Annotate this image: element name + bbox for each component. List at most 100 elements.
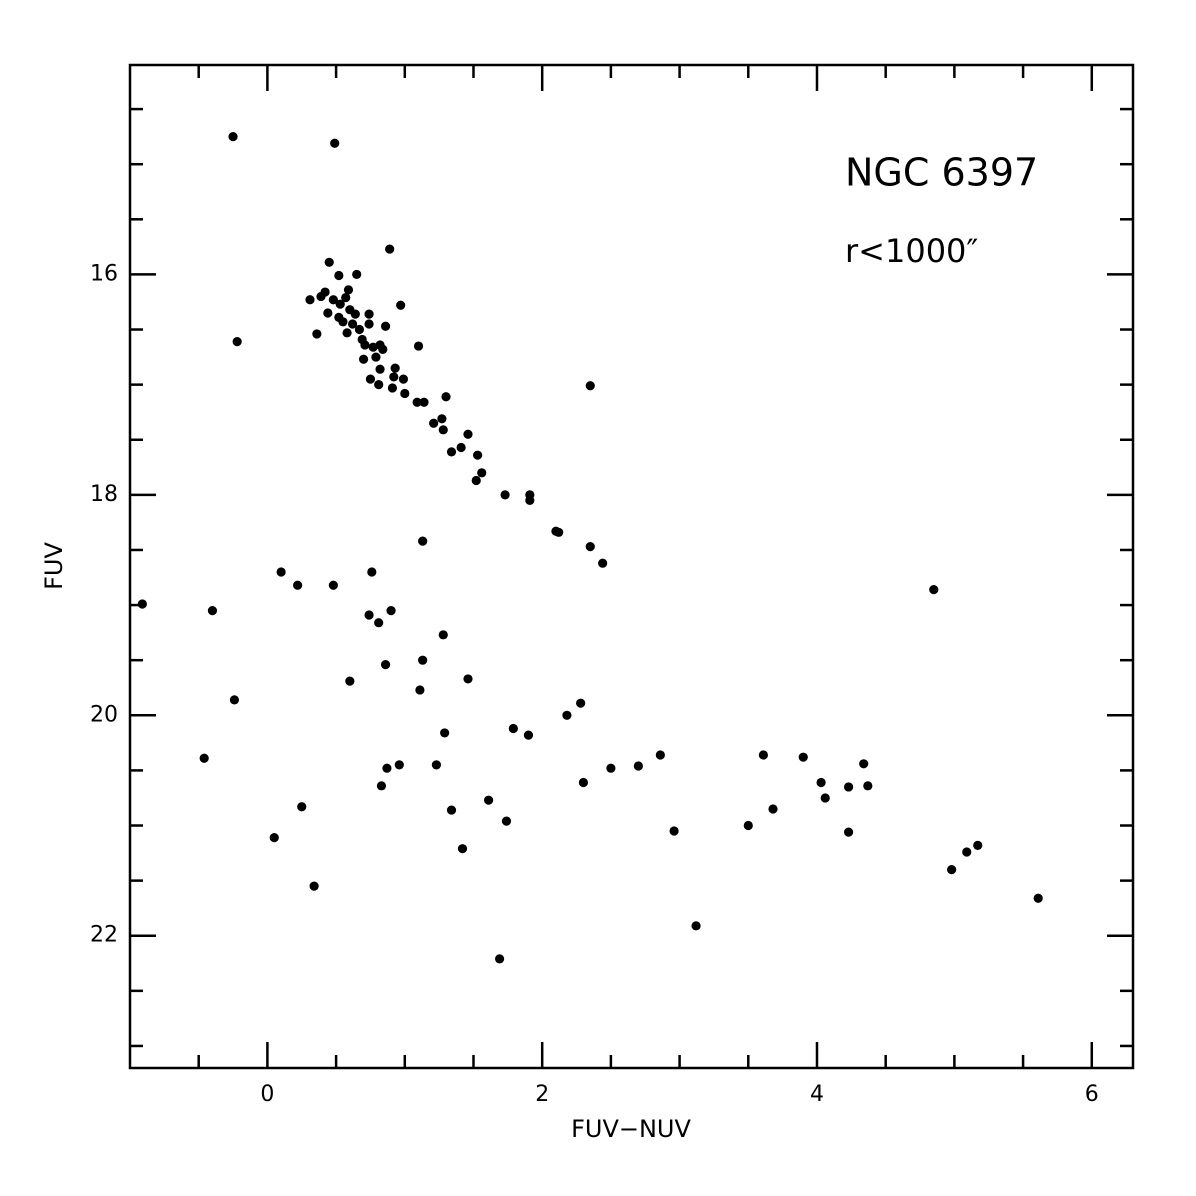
data-point bbox=[606, 763, 616, 773]
data-point bbox=[376, 781, 387, 791]
y-tick-label: 22 bbox=[90, 923, 118, 948]
data-point bbox=[347, 319, 358, 329]
data-point bbox=[338, 317, 348, 327]
data-point bbox=[324, 257, 334, 267]
data-point bbox=[343, 285, 354, 295]
data-point bbox=[320, 287, 330, 297]
data-point bbox=[305, 295, 315, 305]
data-point bbox=[929, 585, 939, 595]
data-point bbox=[585, 381, 595, 391]
data-point bbox=[429, 418, 439, 428]
data-point bbox=[473, 450, 483, 460]
data-point bbox=[438, 630, 448, 640]
data-point bbox=[669, 826, 679, 836]
data-point bbox=[269, 833, 279, 843]
data-point bbox=[633, 761, 643, 771]
data-point bbox=[758, 750, 769, 760]
data-point bbox=[463, 674, 473, 684]
data-point bbox=[500, 490, 510, 500]
x-tick-label: 4 bbox=[810, 1082, 824, 1107]
data-point bbox=[354, 324, 365, 335]
data-point bbox=[446, 447, 457, 457]
data-point bbox=[431, 760, 441, 770]
data-point bbox=[843, 782, 854, 792]
data-point bbox=[375, 364, 385, 374]
data-point bbox=[360, 340, 370, 350]
data-point bbox=[398, 374, 409, 384]
data-point bbox=[576, 698, 586, 708]
data-point bbox=[438, 425, 448, 435]
data-point bbox=[297, 802, 307, 812]
data-point bbox=[477, 468, 487, 478]
data-point bbox=[863, 781, 873, 791]
data-point bbox=[743, 820, 753, 831]
data-point bbox=[816, 777, 826, 788]
data-point bbox=[400, 388, 410, 399]
data-point bbox=[380, 659, 391, 670]
data-point bbox=[578, 777, 589, 788]
data-point bbox=[562, 710, 572, 720]
data-point bbox=[323, 308, 333, 318]
data-point bbox=[309, 881, 319, 891]
data-point bbox=[437, 414, 447, 424]
data-point bbox=[229, 695, 240, 705]
data-point bbox=[293, 580, 303, 590]
data-point bbox=[364, 319, 374, 329]
data-point bbox=[334, 270, 344, 281]
data-point bbox=[585, 542, 595, 552]
data-point bbox=[457, 844, 468, 854]
data-point bbox=[358, 354, 369, 364]
y-axis-label: FUV bbox=[40, 542, 68, 590]
data-point bbox=[365, 374, 376, 384]
data-point bbox=[419, 397, 429, 407]
x-axis-label: FUV−NUV bbox=[571, 1115, 691, 1143]
y-tick-label: 16 bbox=[90, 261, 118, 286]
x-tick-label: 0 bbox=[260, 1082, 274, 1107]
data-point bbox=[655, 750, 665, 760]
data-point bbox=[342, 328, 352, 338]
data-point bbox=[199, 753, 209, 763]
data-point bbox=[341, 292, 351, 303]
data-point bbox=[456, 442, 466, 453]
data-point bbox=[691, 921, 701, 931]
plot-frame bbox=[128, 63, 1135, 1070]
data-point bbox=[374, 380, 384, 390]
data-point bbox=[328, 580, 338, 590]
data-point bbox=[446, 805, 457, 815]
data-point bbox=[859, 759, 869, 769]
data-point bbox=[413, 341, 424, 351]
x-tick-label: 6 bbox=[1085, 1082, 1099, 1107]
data-point bbox=[843, 827, 854, 837]
data-point bbox=[385, 244, 395, 254]
data-point bbox=[382, 763, 392, 773]
data-point bbox=[471, 475, 481, 486]
data-point bbox=[973, 840, 983, 850]
data-point bbox=[378, 344, 388, 354]
data-point bbox=[598, 558, 608, 568]
data-point bbox=[389, 372, 399, 382]
data-point bbox=[374, 618, 384, 628]
data-point bbox=[364, 610, 374, 620]
data-point bbox=[367, 567, 377, 577]
chart-subtitle: r<1000″ bbox=[845, 232, 978, 270]
data-point bbox=[962, 847, 972, 857]
data-point bbox=[330, 138, 340, 148]
data-point bbox=[328, 295, 338, 305]
data-point bbox=[415, 685, 425, 695]
data-point bbox=[798, 752, 808, 762]
data-point bbox=[1033, 893, 1043, 903]
data-point bbox=[380, 321, 391, 331]
data-point bbox=[947, 865, 957, 875]
data-point bbox=[463, 429, 473, 439]
data-point bbox=[525, 495, 535, 505]
data-point bbox=[350, 309, 360, 319]
data-point bbox=[207, 605, 218, 616]
data-point bbox=[523, 730, 534, 740]
y-tick-label: 20 bbox=[90, 702, 118, 727]
data-point bbox=[371, 352, 381, 362]
data-point bbox=[418, 655, 428, 665]
data-point bbox=[394, 760, 404, 770]
data-point bbox=[768, 804, 778, 814]
data-point bbox=[345, 676, 355, 686]
